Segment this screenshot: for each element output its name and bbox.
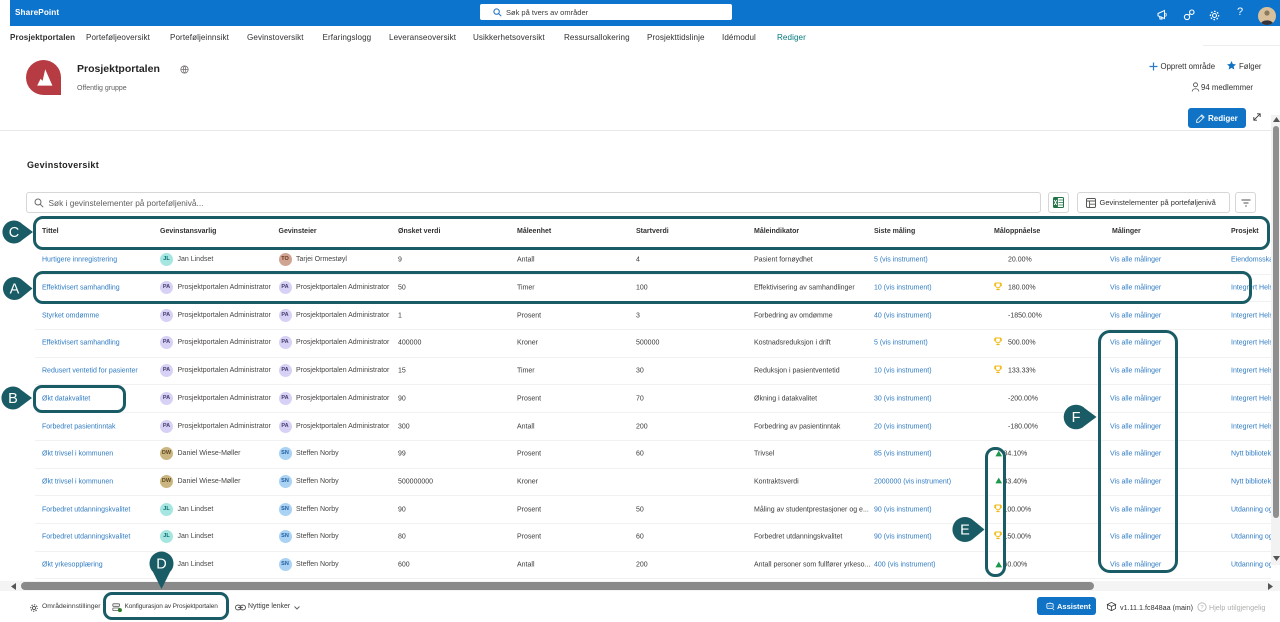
- svg-text:B: B: [8, 391, 18, 407]
- svg-text:A: A: [10, 282, 20, 298]
- svg-text:C: C: [9, 225, 19, 241]
- svg-text:?: ?: [1200, 605, 1204, 611]
